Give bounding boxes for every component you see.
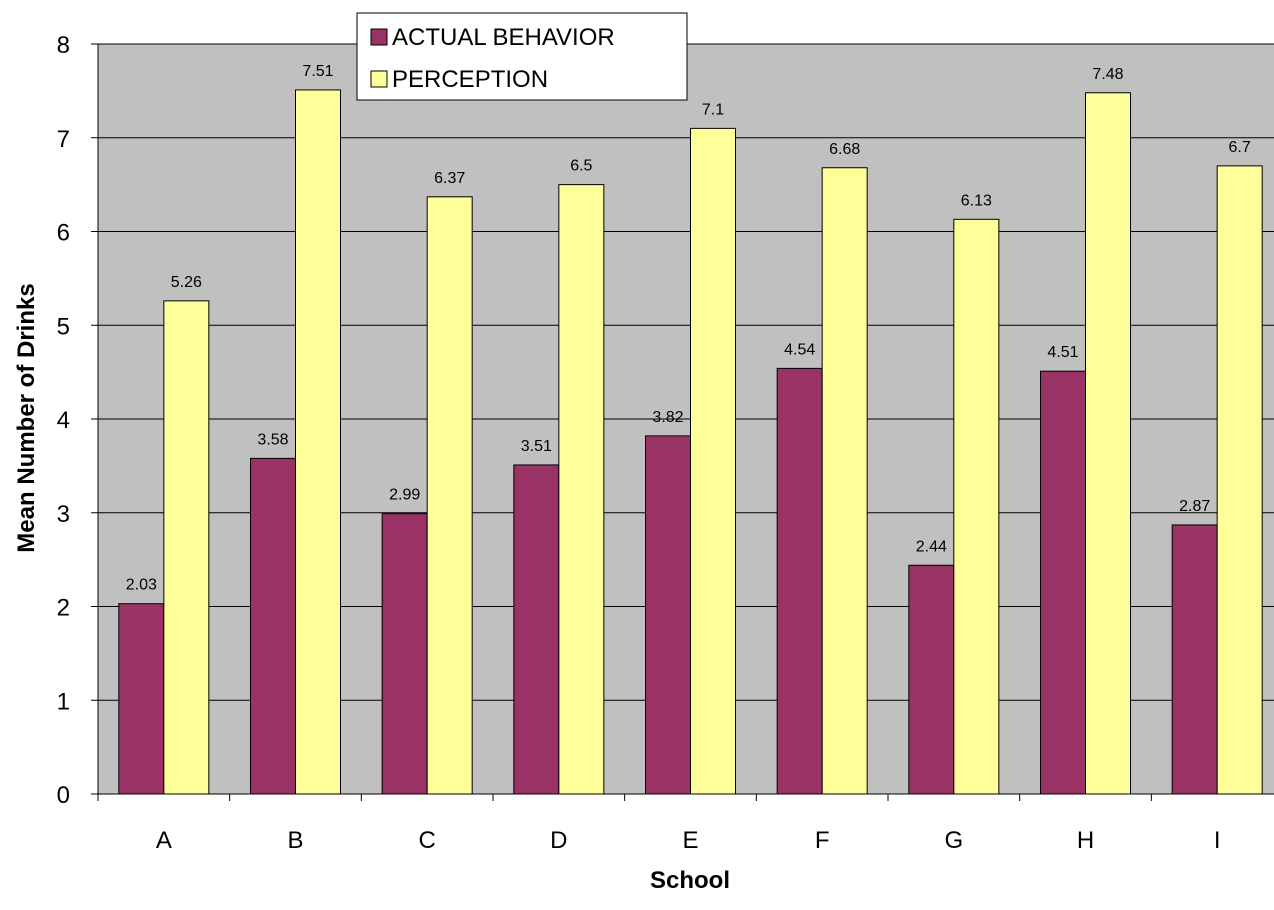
- data-label: 6.5: [570, 158, 592, 175]
- bar-perception: [1085, 92, 1131, 795]
- data-label: 4.54: [784, 341, 815, 358]
- legend-label-actual: ACTUAL BEHAVIOR: [392, 24, 615, 51]
- legend-swatch-perception: [370, 70, 388, 88]
- y-tick-label: 3: [57, 501, 70, 528]
- data-label: 6.13: [961, 192, 992, 209]
- bar-actual-behavior: [1171, 524, 1218, 795]
- legend: ACTUAL BEHAVIOR PERCEPTION: [356, 12, 688, 101]
- bar-perception: [690, 127, 736, 795]
- y-tick-label: 8: [57, 32, 70, 59]
- data-label: 2.03: [126, 577, 157, 594]
- data-label: 2.99: [389, 487, 420, 504]
- data-label: 2.44: [916, 538, 947, 555]
- y-axis-title: Mean Number of Drinks: [13, 283, 40, 552]
- data-label: 3.51: [521, 438, 552, 455]
- y-tick-label: 5: [57, 313, 70, 340]
- data-label: 7.1: [702, 101, 724, 118]
- bar-perception: [163, 300, 210, 795]
- bar-actual-behavior: [908, 564, 955, 795]
- bar-actual-behavior: [250, 457, 296, 795]
- bar-actual-behavior: [118, 603, 165, 795]
- x-tick-label: B: [287, 827, 303, 854]
- y-tick-label: 2: [57, 595, 70, 622]
- x-tick-label: D: [550, 827, 567, 854]
- bar-actual-behavior: [513, 464, 560, 795]
- y-tick-label: 7: [57, 126, 70, 153]
- labels: 0 1 2 3 4 5 6 7 8 2.03 5.26 A 3.58 7.51 B 2.99 6.37 C 3.51…: [57, 32, 1251, 854]
- data-label: 4.51: [1047, 344, 1078, 361]
- bar-perception: [295, 89, 341, 795]
- bar-perception: [821, 167, 868, 795]
- data-label: 3.58: [257, 431, 288, 448]
- x-tick-label: A: [156, 827, 172, 854]
- y-tick-label: 6: [57, 220, 70, 247]
- x-tick-label: E: [682, 827, 698, 854]
- y-tick-label: 4: [57, 407, 70, 434]
- data-label: 7.51: [302, 63, 333, 80]
- legend-swatch-actual: [370, 28, 388, 46]
- bar-actual-behavior: [645, 435, 691, 795]
- y-tick-label: 0: [57, 782, 70, 809]
- data-label: 7.48: [1092, 66, 1123, 83]
- x-axis-title: School: [650, 867, 730, 894]
- bar-perception: [426, 196, 473, 795]
- x-tick-label: C: [418, 827, 435, 854]
- x-tick-label: H: [1077, 827, 1094, 854]
- bar-perception: [1216, 165, 1263, 795]
- data-label: 3.82: [652, 409, 683, 426]
- bar-perception: [558, 184, 605, 795]
- x-tick-label: G: [944, 827, 963, 854]
- y-tick-label: 1: [57, 688, 70, 715]
- data-label: 2.87: [1179, 498, 1210, 515]
- bar-perception: [953, 218, 1000, 795]
- x-tick-label: F: [815, 827, 830, 854]
- bar-actual-behavior: [776, 367, 823, 795]
- legend-box: [356, 12, 688, 101]
- legend-label-perception: PERCEPTION: [392, 66, 548, 93]
- axes: [91, 43, 1274, 801]
- data-label: 5.26: [171, 274, 202, 291]
- bar-actual-behavior: [1040, 370, 1086, 795]
- data-label: 6.7: [1229, 139, 1251, 156]
- data-label: 6.37: [434, 170, 465, 187]
- x-tick-label: I: [1214, 827, 1221, 854]
- bar-actual-behavior: [381, 513, 428, 795]
- bars: [118, 89, 1263, 795]
- data-label: 6.68: [829, 141, 860, 158]
